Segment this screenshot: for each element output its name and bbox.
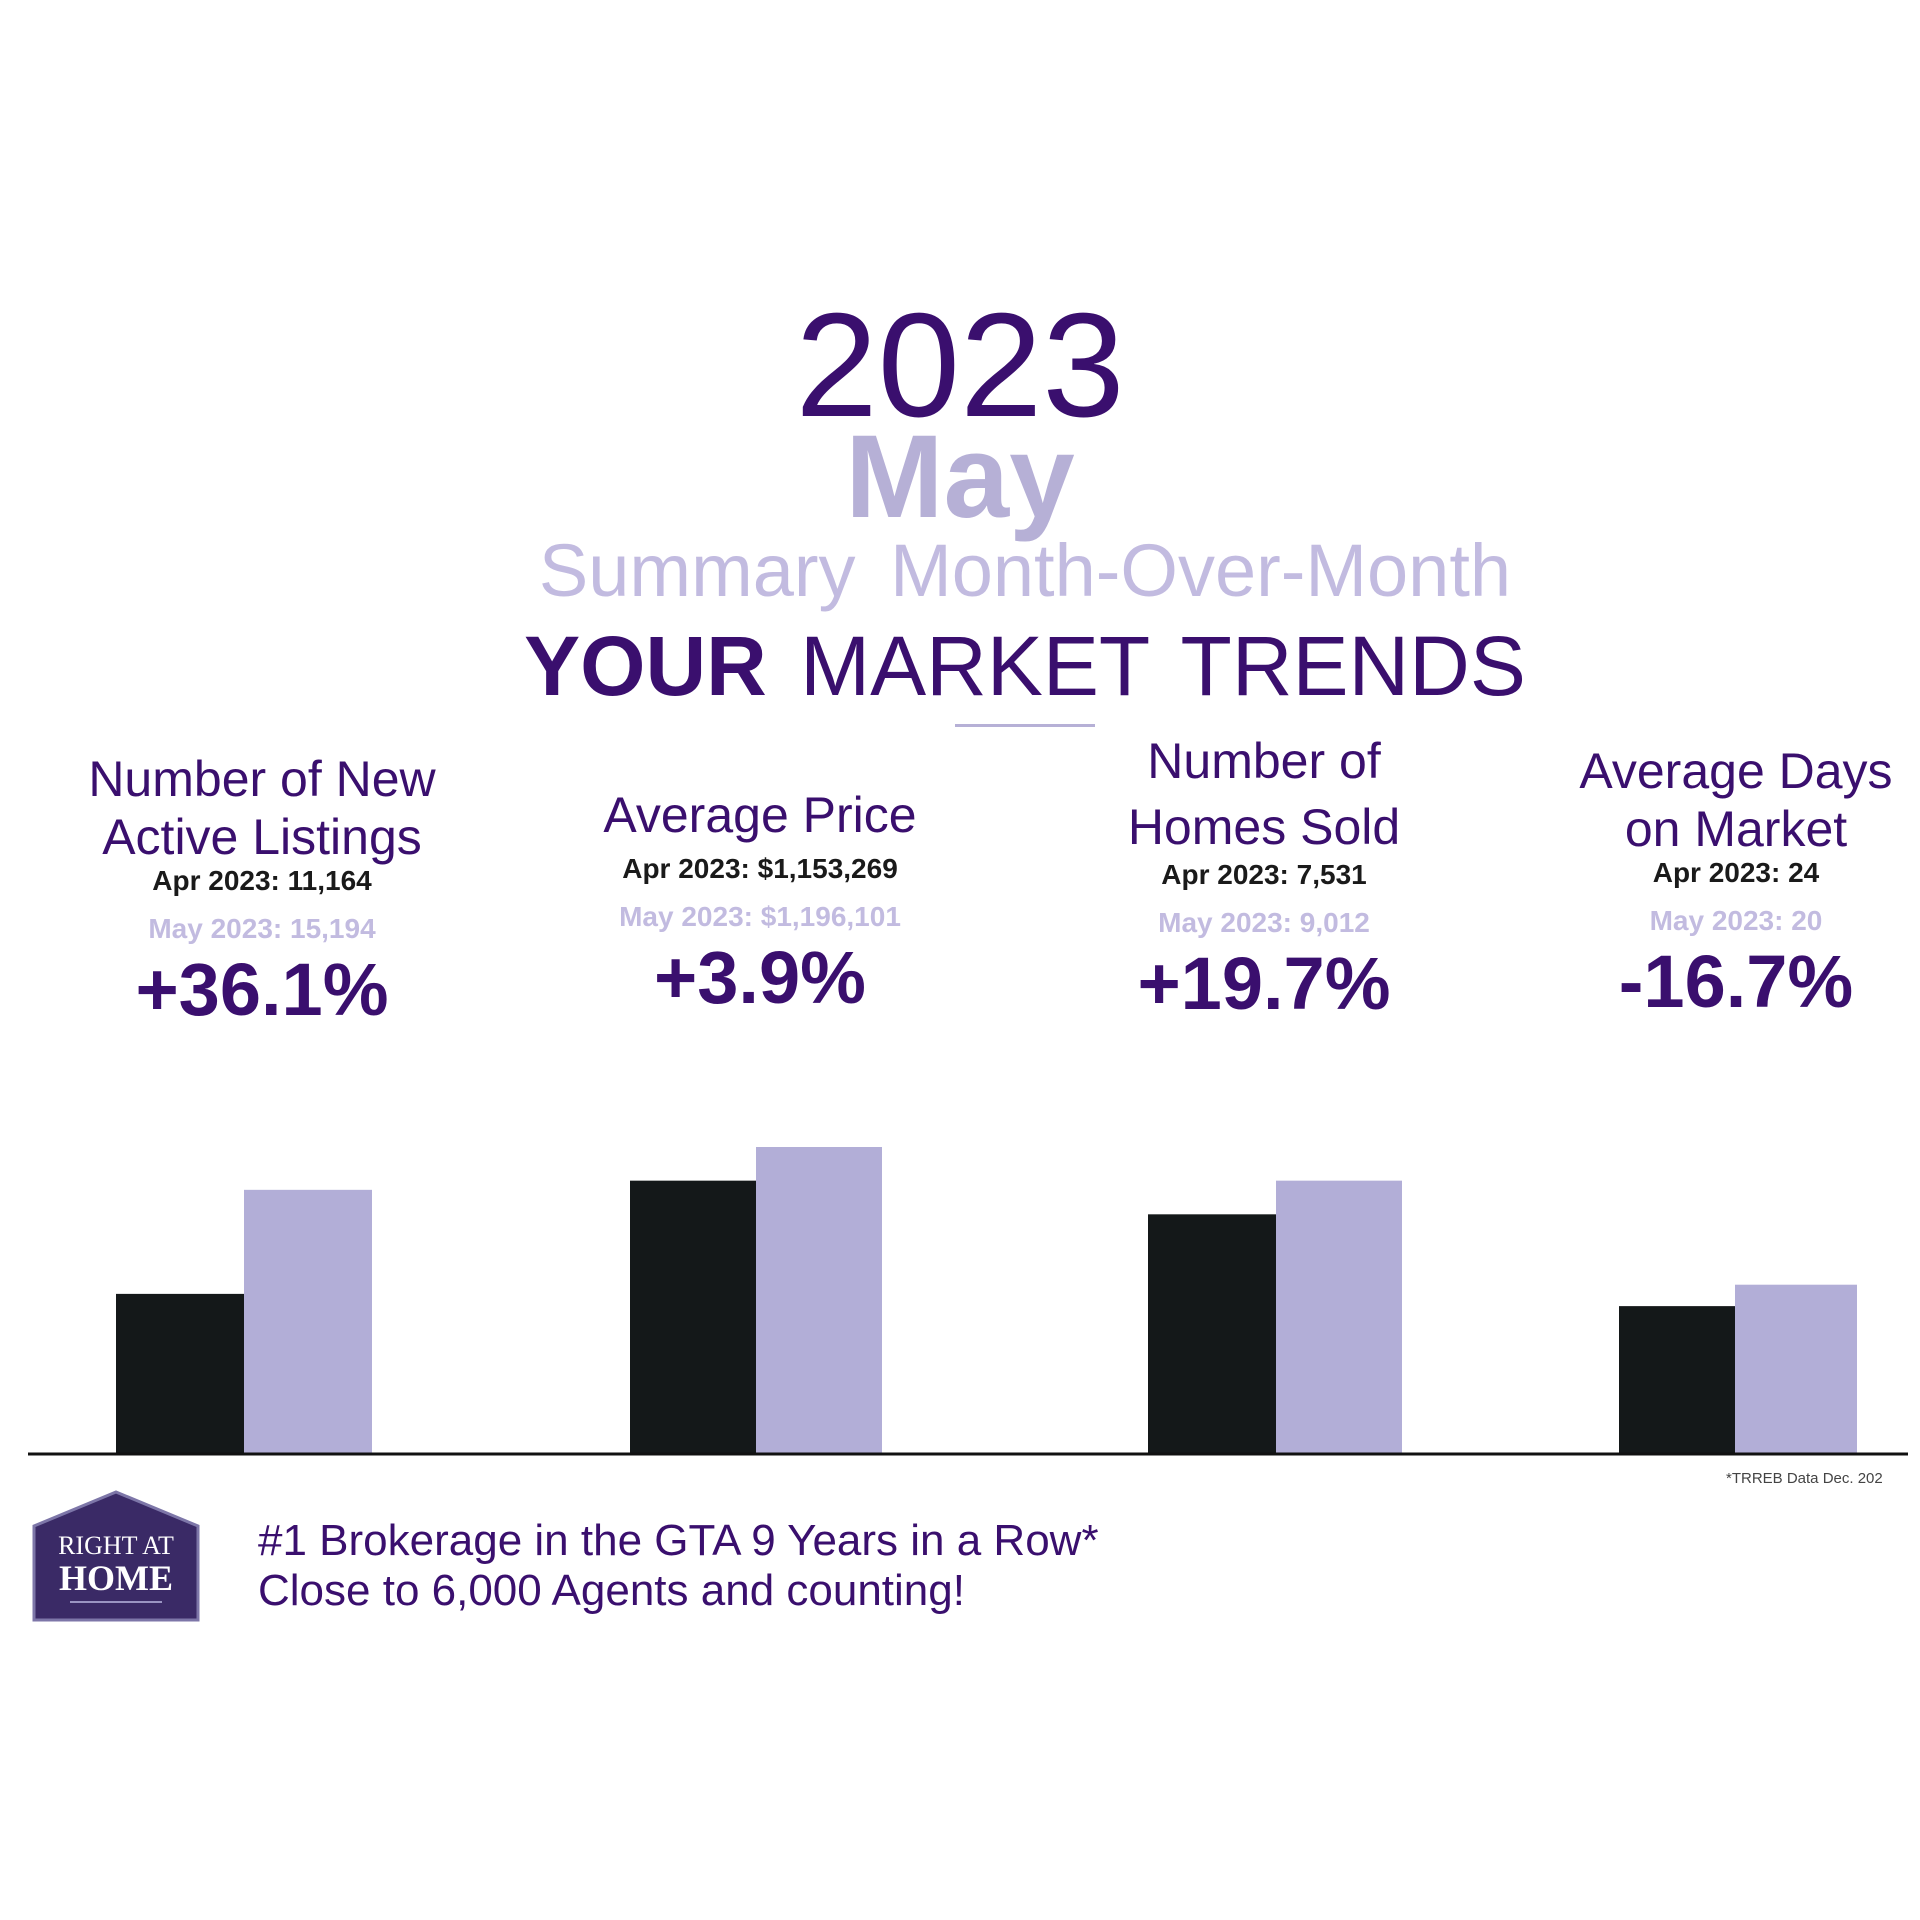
metric-may-value: May 2023: $1,196,101 [619,901,901,932]
metric-homes-sold: Number of Homes Sold Apr 2023: 7,531 May… [1024,728,1504,1024]
logo-text-bottom: HOME [59,1558,173,1598]
logo-text-top: RIGHT AT [58,1531,174,1560]
bar-may-2 [756,1147,882,1453]
tagline: #1 Brokerage in the GTA 9 Years in a Row… [258,1516,1099,1616]
metric-title: Number of [1147,733,1381,789]
metric-apr-value: Apr 2023: 11,164 [152,865,372,896]
market-trends-headline: YOUR MARKET TRENDS [0,624,1920,708]
headline-rest: MARKET TRENDS [800,619,1526,713]
bar-may-1 [244,1189,372,1453]
metric-title: Average Price [603,787,917,843]
tagline-line-1: #1 Brokerage in the GTA 9 Years in a Row… [258,1516,1099,1565]
comparison-bar-chart [28,1147,1908,1456]
metric-title-line2: on Market [1624,801,1848,857]
metric-average-price: Average Price Apr 2023: $1,153,269 May 2… [520,750,1000,1018]
bar-apr-2 [630,1180,756,1453]
title-underline [955,724,1095,727]
metric-title-line2: Homes Sold [1127,799,1401,855]
right-at-home-logo: RIGHT AT HOME [32,1490,200,1622]
metric-title-line2: Active Listings [102,809,422,865]
source-note: *TRREB Data Dec. 202 [1726,1470,1883,1487]
bar-may-4 [1735,1284,1857,1453]
metric-may-value: May 2023: 20 [1649,905,1823,936]
summary-subtitle: Summary Month-Over-Month [538,529,1512,612]
metric-apr-value: Apr 2023: 24 [1652,857,1820,888]
metric-may-value: May 2023: 15,194 [148,913,376,944]
metric-days-on-market: Average Days on Market Apr 2023: 24 May … [1496,742,1920,1022]
bar-apr-3 [1148,1214,1276,1453]
tagline-line-2: Close to 6,000 Agents and counting! [258,1566,965,1615]
metric-change: +36.1% [135,948,389,1031]
month-title: May [845,411,1075,543]
headline-bold: YOUR [524,619,767,713]
metric-new-listings: Number of New Active Listings Apr 2023: … [22,750,502,1030]
year-title: 2023 [795,283,1125,448]
metric-apr-value: Apr 2023: $1,153,269 [622,853,898,884]
metric-change: -16.7% [1618,940,1854,1023]
metric-title: Average Days [1579,743,1893,799]
metric-apr-value: Apr 2023: 7,531 [1161,859,1367,890]
metric-change: +3.9% [654,936,866,1019]
metric-may-value: May 2023: 9,012 [1158,907,1370,938]
bar-may-3 [1276,1180,1402,1453]
bar-apr-4 [1619,1306,1735,1453]
metric-title: Number of New [88,751,436,807]
metric-change: +19.7% [1137,942,1391,1025]
bar-apr-1 [116,1293,244,1453]
